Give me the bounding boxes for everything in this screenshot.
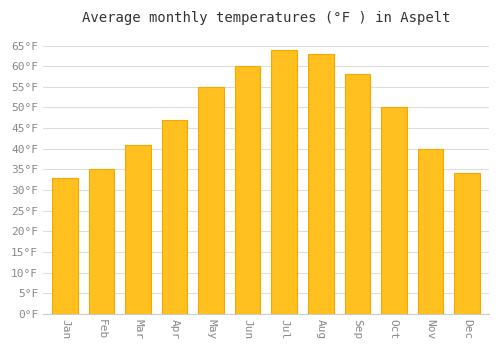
Bar	[272, 50, 297, 314]
Bar	[235, 66, 260, 314]
Bar	[198, 87, 224, 314]
Bar	[52, 178, 78, 314]
Bar	[418, 149, 443, 314]
Bar	[454, 174, 480, 314]
Bar	[88, 169, 114, 314]
Bar	[344, 75, 370, 314]
Bar	[162, 120, 188, 314]
Bar	[381, 107, 406, 314]
Bar	[308, 54, 334, 314]
Bar	[125, 145, 151, 314]
Title: Average monthly temperatures (°F ) in Aspelt: Average monthly temperatures (°F ) in As…	[82, 11, 450, 25]
